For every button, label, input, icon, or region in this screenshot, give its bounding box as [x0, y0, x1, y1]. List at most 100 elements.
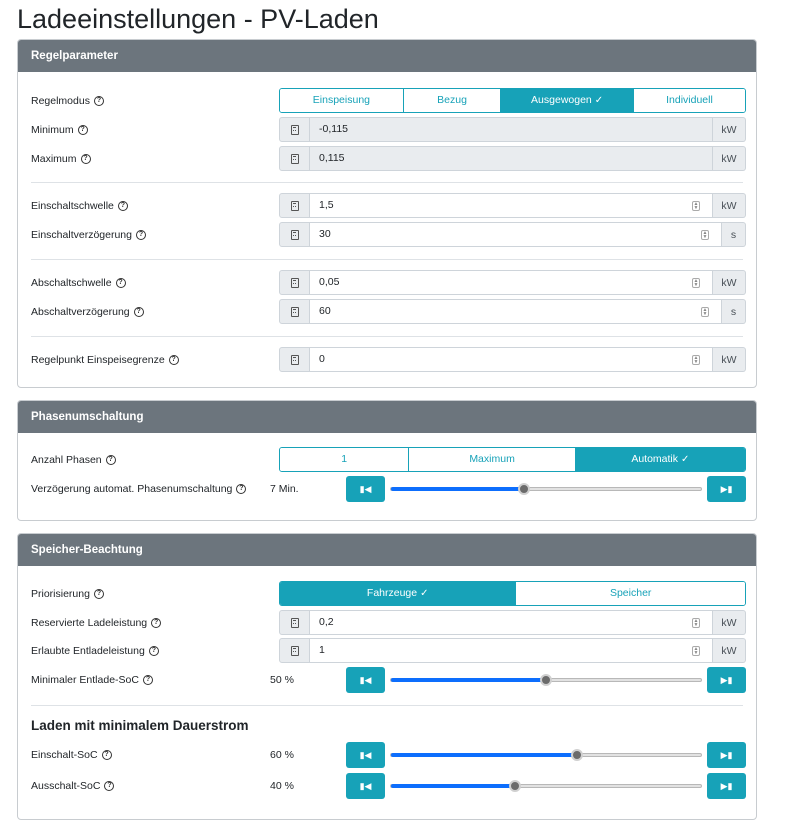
slider-thumb[interactable]: [571, 749, 583, 761]
spinner-icon[interactable]: ▲ ▼: [701, 307, 709, 317]
abschaltverzoegerung-input[interactable]: 60 ▲ ▼: [310, 299, 722, 324]
ausschalt-soc-row: Ausschalt-SoC? 40 % ▮◀ ▶▮: [31, 773, 746, 799]
divider: [31, 259, 743, 260]
slider-fill: [391, 753, 577, 757]
regelmodus-label: Regelmodus: [31, 94, 90, 107]
abschaltschwelle-input[interactable]: 0,05 ▲ ▼: [310, 270, 713, 295]
calculator-icon[interactable]: [279, 146, 310, 171]
priorisierung-row: Priorisierung? Fahrzeuge ✓ Speicher: [31, 581, 746, 606]
help-icon[interactable]: ?: [168, 354, 179, 365]
help-icon[interactable]: ?: [93, 588, 104, 599]
step-backward-icon: ▮◀: [359, 483, 372, 494]
help-icon[interactable]: ?: [142, 675, 153, 685]
maximum-field: 0,115: [310, 146, 713, 171]
slider-thumb[interactable]: [540, 674, 552, 686]
calculator-icon[interactable]: [279, 610, 310, 635]
calculator-icon[interactable]: [279, 117, 310, 142]
einschaltverzoegerung-input[interactable]: 30 ▲ ▼: [310, 222, 722, 247]
dauerstrom-subheading: Laden mit minimalem Dauerstrom: [31, 718, 249, 733]
maximum-row: Maximum? 0,115 kW: [31, 146, 746, 171]
einschaltschwelle-input[interactable]: 1,5 ▲ ▼: [310, 193, 713, 218]
einschaltverzoegerung-row: Einschaltverzögerung? 30 ▲ ▼ s: [31, 222, 746, 247]
help-icon[interactable]: ?: [115, 277, 126, 288]
slider-fill: [391, 487, 525, 491]
step-backward-icon: ▮◀: [359, 674, 372, 685]
slider-thumb[interactable]: [509, 780, 521, 792]
einschaltverzoegerung-unit: s: [722, 222, 746, 247]
help-icon[interactable]: ?: [101, 750, 112, 760]
spinner-icon[interactable]: ▲ ▼: [692, 355, 700, 365]
help-icon[interactable]: ?: [77, 124, 88, 135]
calculator-icon[interactable]: [279, 299, 310, 324]
help-icon[interactable]: ?: [117, 200, 128, 211]
reservierte-label: Reservierte Ladeleistung: [31, 616, 148, 629]
regelparameter-card: Regelparameter Regelmodus? Einspeisung B…: [17, 39, 757, 388]
priorisierung-option-fahrzeuge[interactable]: Fahrzeuge ✓: [280, 582, 517, 605]
step-forward-button[interactable]: ▶▮: [707, 742, 746, 768]
phasen-option-automatik[interactable]: Automatik ✓: [575, 448, 745, 471]
phasenumschaltung-card: Phasenumschaltung Anzahl Phasen? 1 Maxim…: [17, 400, 757, 521]
phasenumschaltung-header: Phasenumschaltung: [18, 401, 756, 433]
min-entlade-soc-row: Minimaler Entlade-SoC? 50 % ▮◀ ▶▮: [31, 667, 746, 693]
regelpunkt-label: Regelpunkt Einspeisegrenze: [31, 353, 165, 366]
spinner-icon[interactable]: ▲ ▼: [692, 201, 700, 211]
step-backward-button[interactable]: ▮◀: [346, 476, 385, 502]
step-backward-button[interactable]: ▮◀: [346, 742, 385, 768]
step-forward-button[interactable]: ▶▮: [707, 476, 746, 502]
priorisierung-option-speicher[interactable]: Speicher: [516, 582, 745, 605]
help-icon[interactable]: ?: [236, 484, 247, 494]
ausschalt-soc-label: Ausschalt-SoC: [31, 780, 101, 792]
help-icon[interactable]: ?: [104, 781, 115, 791]
calculator-icon[interactable]: [279, 193, 310, 218]
help-icon[interactable]: ?: [105, 454, 116, 465]
step-forward-button[interactable]: ▶▮: [707, 667, 746, 693]
slider-thumb[interactable]: [518, 483, 531, 495]
reservierte-input[interactable]: 0,2 ▲ ▼: [310, 610, 713, 635]
spinner-icon[interactable]: ▲ ▼: [701, 230, 709, 240]
regelmodus-option-einspeisung[interactable]: Einspeisung: [280, 89, 404, 112]
check-icon: ✓: [420, 588, 429, 599]
help-icon[interactable]: ?: [133, 306, 144, 317]
minimum-row: Minimum? -0,115 kW: [31, 117, 746, 142]
help-icon[interactable]: ?: [93, 95, 104, 106]
anzahl-phasen-selector: 1 Maximum Automatik ✓: [279, 447, 746, 472]
erlaubte-input[interactable]: 1 ▲ ▼: [310, 638, 713, 663]
regelmodus-row: Regelmodus? Einspeisung Bezug Ausgewogen…: [31, 88, 746, 113]
verzoegerung-slider[interactable]: [390, 483, 702, 495]
calculator-icon[interactable]: [279, 638, 310, 663]
step-forward-button[interactable]: ▶▮: [707, 773, 746, 799]
ausschalt-soc-slider[interactable]: [390, 780, 702, 792]
spinner-icon[interactable]: ▲ ▼: [692, 646, 700, 656]
regelmodus-option-bezug[interactable]: Bezug: [403, 89, 502, 112]
einschalt-soc-slider[interactable]: [390, 749, 702, 761]
regelmodus-option-ausgewogen[interactable]: Ausgewogen ✓: [501, 89, 634, 112]
minimum-label: Minimum: [31, 123, 74, 136]
verzoegerung-row: Verzögerung automat. Phasenumschaltung? …: [31, 476, 746, 502]
spinner-icon[interactable]: ▲ ▼: [692, 278, 700, 288]
einschalt-soc-label: Einschalt-SoC: [31, 749, 98, 761]
step-backward-button[interactable]: ▮◀: [346, 667, 385, 693]
abschaltschwelle-row: Abschaltschwelle? 0,05 ▲ ▼ kW: [31, 270, 746, 295]
step-forward-icon: ▶▮: [720, 780, 733, 791]
help-icon[interactable]: ?: [135, 229, 146, 240]
check-icon: ✓: [681, 454, 690, 465]
phasen-option-maximum[interactable]: Maximum: [409, 448, 576, 471]
help-icon[interactable]: ?: [151, 617, 162, 628]
reservierte-row: Reservierte Ladeleistung? 0,2 ▲ ▼ kW: [31, 610, 746, 635]
step-backward-button[interactable]: ▮◀: [346, 773, 385, 799]
divider: [31, 705, 743, 706]
regelpunkt-input[interactable]: 0 ▲ ▼: [310, 347, 713, 372]
erlaubte-label: Erlaubte Entladeleistung: [31, 644, 145, 657]
calculator-icon[interactable]: [279, 347, 310, 372]
calculator-icon[interactable]: [279, 270, 310, 295]
help-icon[interactable]: ?: [148, 645, 159, 656]
abschaltschwelle-unit: kW: [713, 270, 746, 295]
regelmodus-option-individuell[interactable]: Individuell: [633, 89, 745, 112]
min-entlade-soc-slider[interactable]: [390, 674, 702, 686]
calculator-icon[interactable]: [279, 222, 310, 247]
regelmodus-selector: Einspeisung Bezug Ausgewogen ✓ Individuel…: [279, 88, 746, 113]
spinner-icon[interactable]: ▲ ▼: [692, 618, 700, 628]
phasen-option-1[interactable]: 1: [280, 448, 410, 471]
help-icon[interactable]: ?: [80, 153, 91, 164]
priorisierung-selector: Fahrzeuge ✓ Speicher: [279, 581, 746, 606]
